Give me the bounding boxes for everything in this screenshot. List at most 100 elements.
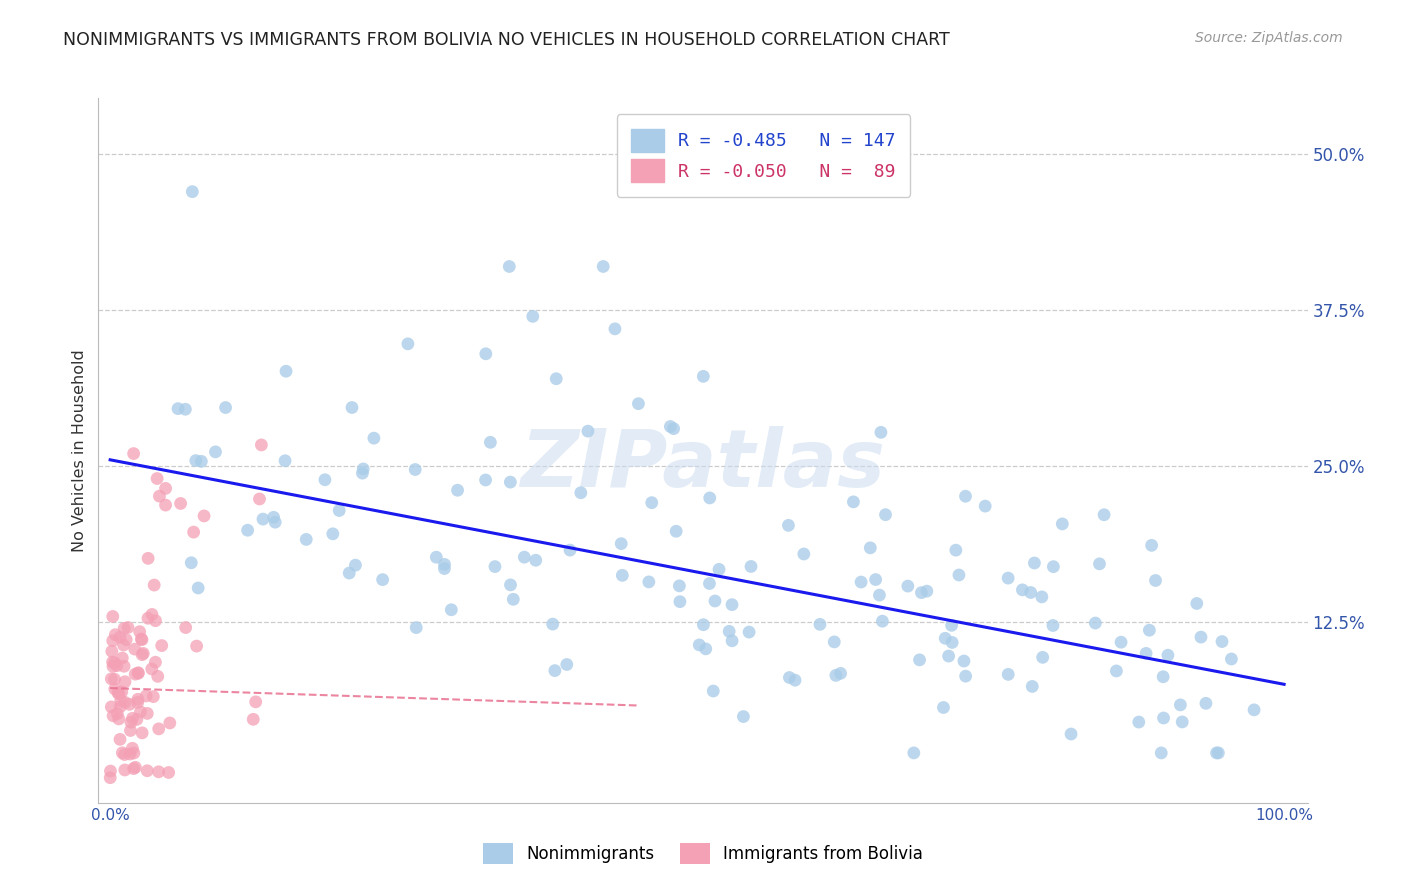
Point — [1060, 727, 1083, 741]
Point — [592, 260, 614, 274]
Point — [122, 746, 145, 760]
Point — [1153, 711, 1175, 725]
Point — [941, 618, 963, 632]
Point — [1109, 635, 1132, 649]
Point — [322, 526, 344, 541]
Point — [783, 673, 806, 688]
Point — [131, 632, 153, 647]
Point — [576, 424, 599, 438]
Point — [150, 639, 173, 653]
Point — [1208, 746, 1230, 760]
Point — [738, 625, 761, 640]
Point — [849, 575, 872, 590]
Point — [718, 624, 741, 639]
Point — [108, 712, 131, 726]
Point — [938, 648, 960, 663]
Text: ZIPatlas: ZIPatlas — [520, 425, 886, 504]
Point — [146, 471, 169, 485]
Point — [558, 543, 581, 558]
Point — [101, 644, 124, 658]
Point — [148, 764, 170, 779]
Point — [121, 711, 143, 725]
Point — [124, 667, 146, 681]
Legend: Nonimmigrants, Immigrants from Bolivia: Nonimmigrants, Immigrants from Bolivia — [477, 837, 929, 871]
Point — [108, 630, 131, 644]
Point — [167, 401, 190, 416]
Point — [948, 568, 970, 582]
Point — [721, 633, 744, 648]
Point — [778, 518, 800, 533]
Point — [1171, 714, 1194, 729]
Point — [1211, 634, 1233, 648]
Point — [997, 667, 1019, 681]
Point — [120, 715, 142, 730]
Point — [1052, 516, 1074, 531]
Point — [446, 483, 468, 498]
Point — [184, 453, 207, 467]
Point — [1170, 698, 1192, 712]
Point — [830, 666, 852, 681]
Point — [1137, 624, 1160, 638]
Point — [569, 485, 592, 500]
Point — [127, 666, 149, 681]
Point — [934, 632, 956, 646]
Point — [111, 651, 134, 665]
Point — [1042, 618, 1064, 632]
Point — [145, 655, 167, 669]
Point — [425, 550, 447, 565]
Point — [707, 562, 730, 576]
Point — [121, 741, 143, 756]
Point — [104, 681, 127, 696]
Point — [131, 648, 153, 662]
Point — [513, 550, 536, 565]
Point — [264, 515, 287, 529]
Point — [136, 611, 159, 625]
Point — [1032, 650, 1054, 665]
Point — [842, 495, 865, 509]
Point — [955, 489, 977, 503]
Point — [1031, 590, 1053, 604]
Point — [100, 672, 122, 686]
Point — [692, 617, 714, 632]
Point — [1205, 746, 1227, 760]
Point — [295, 533, 318, 547]
Point — [98, 771, 121, 785]
Point — [974, 499, 997, 513]
Point — [1084, 615, 1107, 630]
Point — [396, 336, 419, 351]
Point — [114, 747, 136, 762]
Point — [662, 422, 685, 436]
Point — [101, 633, 124, 648]
Point — [1024, 556, 1046, 570]
Point — [274, 364, 297, 378]
Point — [627, 397, 650, 411]
Point — [502, 592, 524, 607]
Point — [148, 489, 170, 503]
Point — [145, 614, 167, 628]
Point — [808, 617, 831, 632]
Point — [263, 510, 285, 524]
Point — [1150, 746, 1173, 760]
Point — [778, 671, 800, 685]
Point — [108, 732, 131, 747]
Point — [824, 668, 846, 682]
Point — [1140, 538, 1163, 552]
Point — [141, 607, 163, 622]
Point — [214, 401, 236, 415]
Text: NONIMMIGRANTS VS IMMIGRANTS FROM BOLIVIA NO VEHICLES IN HOUSEHOLD CORRELATION CH: NONIMMIGRANTS VS IMMIGRANTS FROM BOLIVIA… — [63, 31, 950, 49]
Point — [1157, 648, 1180, 663]
Point — [155, 482, 177, 496]
Point — [872, 614, 894, 628]
Point — [111, 746, 134, 760]
Point — [105, 658, 128, 673]
Point — [903, 746, 925, 760]
Point — [124, 760, 146, 774]
Point — [115, 632, 138, 647]
Point — [404, 462, 426, 476]
Point — [352, 466, 374, 480]
Point — [337, 566, 360, 580]
Point — [659, 419, 682, 434]
Point — [112, 659, 135, 673]
Point — [132, 647, 155, 661]
Point — [641, 496, 664, 510]
